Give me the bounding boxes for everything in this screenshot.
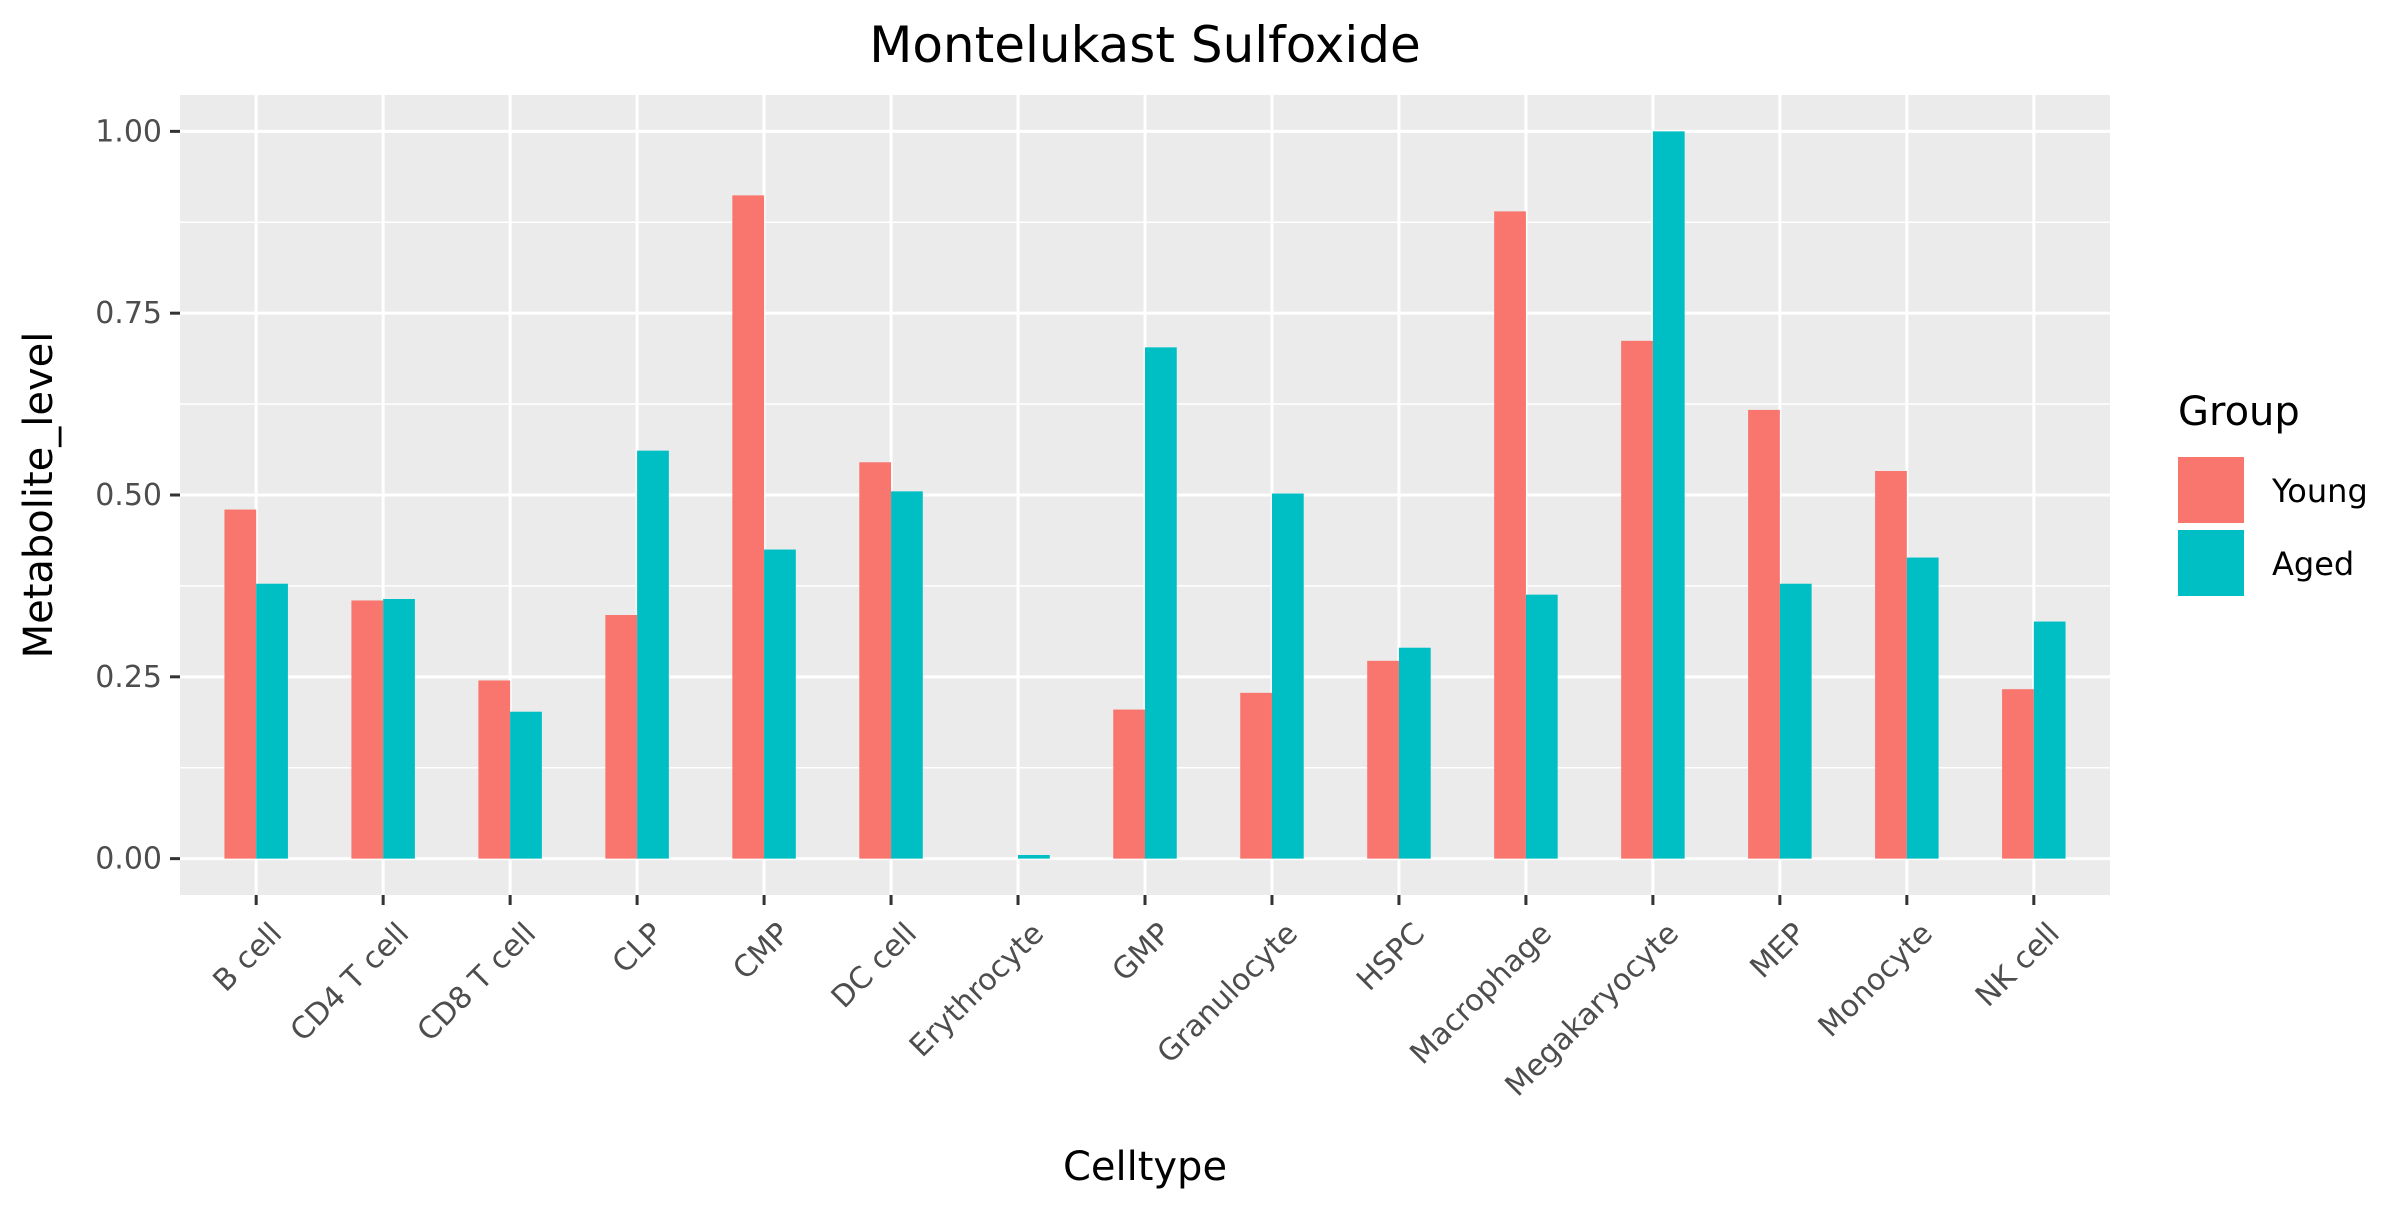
x-tick-label: MEP <box>1744 916 1813 985</box>
legend-label-young: Young <box>2271 472 2368 510</box>
legend-swatch-aged <box>2178 530 2244 596</box>
x-tick-label: CD4 T cell <box>284 916 416 1048</box>
y-axis: 0.00 0.25 0.50 0.75 1.00 <box>95 114 180 877</box>
y-tick-label: 0.00 <box>95 842 162 877</box>
bar-young-monocyte <box>1875 471 1907 859</box>
x-tick-label: NK cell <box>1969 916 2067 1014</box>
x-tick-label: CLP <box>606 916 670 980</box>
bar-young-dc-cell <box>859 462 892 859</box>
bar-young-clp <box>605 615 638 859</box>
x-tick-label: CMP <box>726 916 797 987</box>
bar-aged-mep <box>1779 583 1812 859</box>
x-tick-label: HSPC <box>1350 916 1432 998</box>
x-axis-title: Celltype <box>1063 1144 1227 1190</box>
y-tick-label: 1.00 <box>95 114 162 149</box>
x-tick-label: DC cell <box>825 916 924 1015</box>
legend-label-aged: Aged <box>2272 545 2354 583</box>
bars <box>224 131 2066 859</box>
bar-aged-monocyte <box>1906 557 1939 859</box>
y-tick-label: 0.25 <box>95 660 162 695</box>
bar-young-cd4-t-cell <box>351 600 384 859</box>
y-axis-title: Metabolite_level <box>16 332 62 659</box>
bar-aged-b-cell <box>256 583 288 859</box>
bar-aged-cd4-t-cell <box>383 599 415 859</box>
bar-young-hspc <box>1367 660 1399 859</box>
chart-title: Montelukast Sulfoxide <box>869 16 1421 74</box>
bar-aged-hspc <box>1398 647 1431 859</box>
y-tick-label: 0.50 <box>95 478 162 513</box>
bar-aged-cd8-t-cell <box>510 711 542 859</box>
bar-aged-macrophage <box>1525 594 1558 859</box>
bar-young-macrophage <box>1494 211 1526 859</box>
x-tick-label: Monocyte <box>1812 916 1940 1044</box>
bar-young-granulocyte <box>1240 692 1272 859</box>
bar-young-cmp <box>732 195 765 859</box>
bar-young-gmp <box>1113 709 1145 859</box>
bar-young-mep <box>1748 409 1780 859</box>
x-tick-label: Erythrocyte <box>903 916 1051 1064</box>
bar-aged-erythrocyte <box>1018 855 1050 859</box>
legend-title: Group <box>2178 389 2300 435</box>
bar-aged-megakaryocyte <box>1652 131 1685 859</box>
bar-young-megakaryocyte <box>1621 340 1653 859</box>
bar-aged-nk-cell <box>2033 621 2066 859</box>
x-tick-label: B cell <box>207 916 290 999</box>
x-tick-label: CD8 T cell <box>411 916 543 1048</box>
bar-aged-clp <box>637 450 669 859</box>
x-tick-label: GMP <box>1106 916 1178 988</box>
bar-aged-dc-cell <box>891 491 923 859</box>
legend: Group Young Aged <box>2178 389 2368 596</box>
bar-young-b-cell <box>224 509 257 859</box>
y-tick-label: 0.75 <box>95 296 162 331</box>
bar-aged-granulocyte <box>1271 493 1304 859</box>
bar-young-nk-cell <box>2002 689 2034 859</box>
bar-aged-gmp <box>1145 347 1177 859</box>
bar-young-cd8-t-cell <box>478 680 511 859</box>
legend-swatch-young <box>2178 457 2244 523</box>
bar-aged-cmp <box>764 549 796 859</box>
